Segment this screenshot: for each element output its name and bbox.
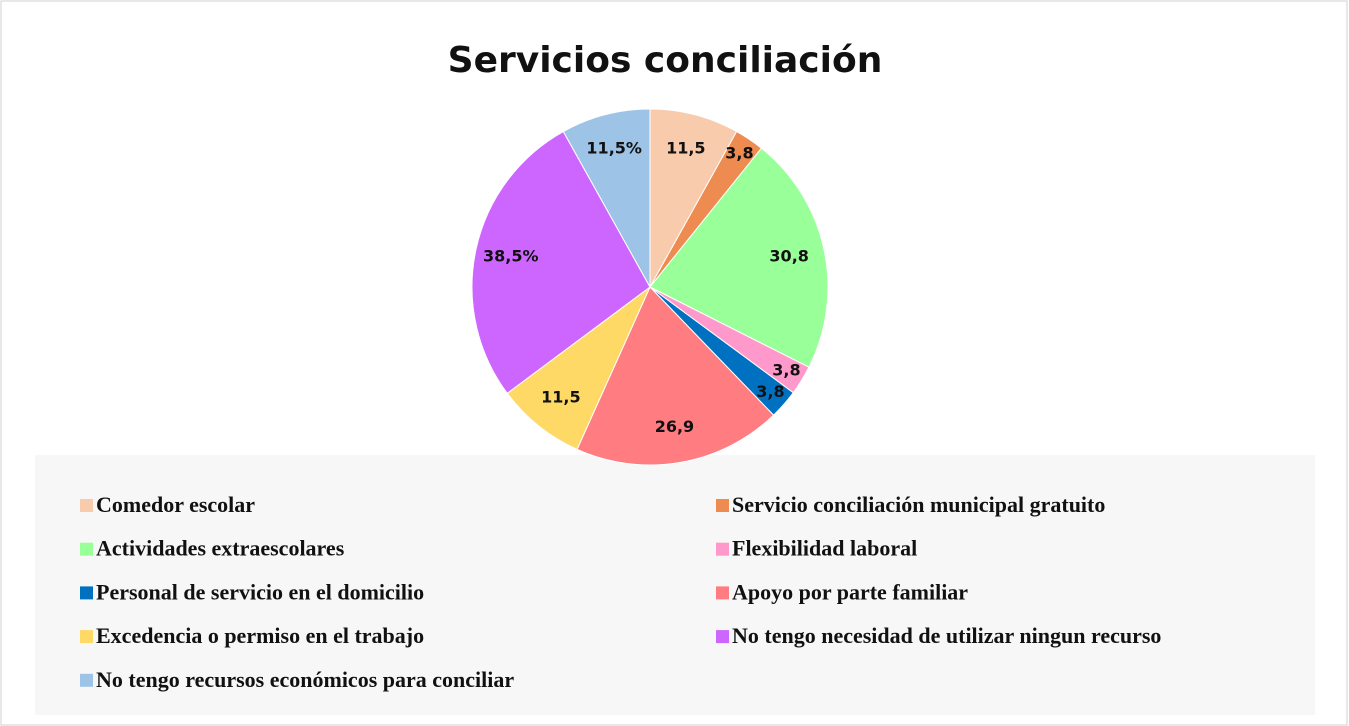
legend-label: No tengo necesidad de utilizar ningun re… xyxy=(732,623,1161,648)
data-label: 11,5% xyxy=(586,139,642,158)
legend-swatch xyxy=(80,673,93,687)
legend-swatch xyxy=(716,586,729,600)
legend-label: Actividades extraescolares xyxy=(96,536,345,561)
legend-label: Apoyo por parte familiar xyxy=(732,579,968,604)
data-label: 3,8 xyxy=(756,382,784,401)
legend-swatch xyxy=(716,499,729,512)
legend-swatch xyxy=(80,499,93,512)
data-label: 11,5 xyxy=(666,139,705,158)
legend-swatch xyxy=(80,630,93,644)
data-label: 30,8 xyxy=(769,246,808,265)
data-label: 26,9 xyxy=(655,417,694,436)
legend-label: Comedor escolar xyxy=(96,492,255,517)
legend-label: Flexibilidad laboral xyxy=(732,536,917,561)
legend-swatch xyxy=(80,586,93,600)
legend-swatch xyxy=(716,542,729,556)
data-label: 3,8 xyxy=(725,144,753,163)
legend-label: Personal de servicio en el domicilio xyxy=(96,579,424,604)
legend-label: No tengo recursos económicos para concil… xyxy=(96,667,514,692)
chart-title: Servicios conciliación xyxy=(448,40,883,81)
legend-background xyxy=(35,455,1315,715)
data-label: 11,5 xyxy=(541,388,580,407)
pie-slice xyxy=(506,285,652,451)
legend-label: Excedencia o permiso en el trabajo xyxy=(96,623,424,648)
legend-swatch xyxy=(716,630,729,644)
data-label: 38,5% xyxy=(483,247,539,266)
legend-swatch xyxy=(80,542,93,556)
pie-slice xyxy=(649,147,829,368)
pie-slice xyxy=(576,286,775,466)
pie-slice xyxy=(471,130,651,395)
pie-slice xyxy=(649,108,738,289)
data-label: 3,8 xyxy=(772,360,800,379)
legend-label: Servicio conciliación municipal gratuito xyxy=(732,492,1105,517)
pie-slice xyxy=(562,108,651,289)
